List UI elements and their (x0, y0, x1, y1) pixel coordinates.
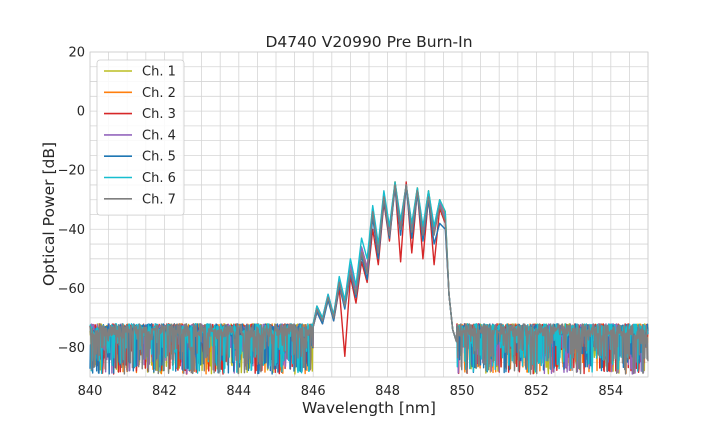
x-tick-label: 852 (524, 384, 549, 399)
x-tick-label: 844 (226, 384, 251, 399)
legend-label: Ch. 3 (142, 107, 176, 122)
x-tick-label: 840 (78, 384, 103, 399)
legend-box (96, 59, 185, 216)
y-tick-label: 0 (77, 105, 85, 120)
legend-label: Ch. 1 (142, 65, 176, 80)
series-line-7 (89, 184, 649, 375)
legend-label: Ch. 2 (142, 86, 176, 101)
x-tick-label: 850 (450, 384, 475, 399)
tick-labels: 840 842 844 846 848 850 852 854 20 0 −20 −40 −60 −80 (58, 46, 624, 400)
x-axis-label: Wavelength [nm] (302, 399, 436, 417)
legend-label: Ch. 7 (142, 192, 176, 207)
chart-title: D4740 V20990 Pre Burn-In (265, 33, 472, 51)
y-tick-label: −40 (58, 223, 85, 238)
legend-label: Ch. 4 (142, 128, 176, 143)
x-tick-label: 854 (598, 384, 623, 399)
plot-frame (89, 51, 649, 378)
x-tick-label: 848 (375, 384, 400, 399)
legend-label: Ch. 6 (142, 171, 176, 186)
x-tick-label: 846 (301, 384, 326, 399)
y-tick-label: −60 (58, 282, 85, 297)
legend-label: Ch. 5 (142, 150, 176, 165)
y-axis-label: Optical Power [dB] (40, 142, 58, 286)
legend: Ch. 1 Ch. 2 Ch. 3 Ch. 4 Ch. 5 Ch. 6 Ch. 7 (96, 59, 185, 216)
series-layer (89, 181, 649, 375)
y-tick-label: 20 (68, 46, 85, 61)
y-tick-label: −80 (58, 341, 85, 356)
y-tick-label: −20 (58, 164, 85, 179)
x-tick-label: 842 (152, 384, 177, 399)
